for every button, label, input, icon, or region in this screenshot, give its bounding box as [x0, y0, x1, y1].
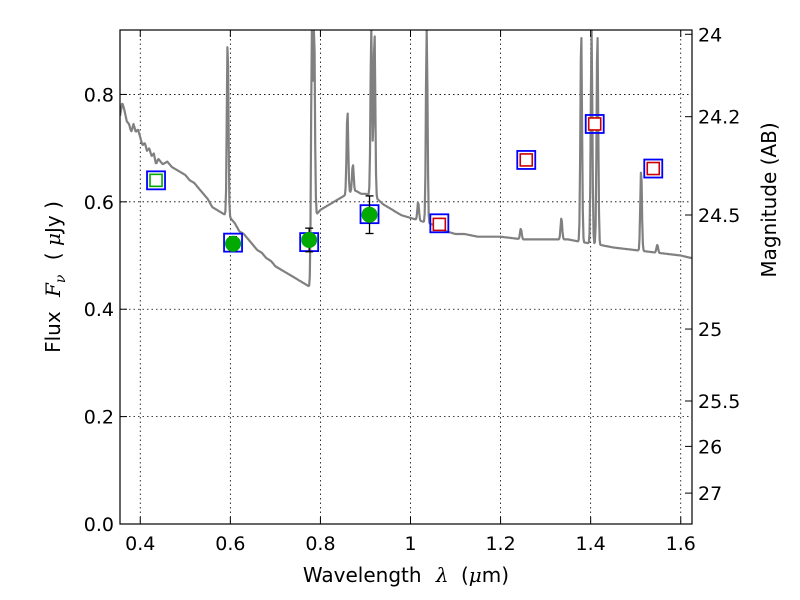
observed-point	[301, 231, 318, 248]
y2-tick-label: 27	[698, 483, 722, 505]
x-tick-label: 1.2	[485, 533, 515, 555]
upper-limit-marker	[646, 161, 661, 176]
observed-point	[361, 206, 378, 223]
y-axis-label-subscript: ν	[53, 274, 69, 283]
model-flux-box	[429, 213, 450, 234]
model-spectrum-line	[120, 30, 692, 288]
upper-limit-marker	[432, 217, 447, 232]
plot-frame	[119, 29, 693, 525]
y-axis-label: Flux Fν ( μJy )	[41, 201, 70, 353]
x-tick-label: 0.8	[305, 533, 335, 555]
upper-limit-marker	[149, 173, 163, 188]
x-tick-label: 1.6	[666, 533, 696, 555]
model-flux-box	[516, 150, 537, 170]
y-tick-label: 0.6	[84, 192, 114, 214]
y-axis-label-symbol: F	[41, 282, 65, 298]
axis-ticks: 0.4 0.6 0.8 1 1.2 1.4 1.6 0.0 0.2 0.4 0.6 0.8 24 24.2…	[84, 24, 741, 555]
x-axis-label-unit-rest: m)	[482, 563, 509, 587]
upper-limit-marker	[519, 153, 534, 167]
x-tick-label: 1	[404, 533, 416, 555]
x-axis-label-unit-open: (	[461, 563, 469, 587]
model-flux-box	[146, 170, 166, 191]
y-axis-label-text: Flux	[41, 311, 65, 353]
y-tick-label: 0.2	[84, 407, 114, 429]
observed-point	[225, 235, 242, 252]
model-spectrum	[120, 30, 692, 288]
model-flux-box	[584, 114, 605, 134]
y-tick-label: 0.0	[84, 514, 114, 536]
x-tick-label: 0.6	[215, 533, 245, 555]
x-axis-label-symbol: λ	[435, 563, 449, 587]
y-tick-label: 0.8	[84, 84, 114, 106]
upper-limit-marker	[587, 117, 602, 131]
y2-axis-label: Magnitude (AB)	[757, 122, 781, 277]
y-axis-label-unit-mu: μ	[41, 233, 65, 246]
y-axis-label-unit-open: (	[41, 246, 65, 260]
x-axis-label-unit-mu: μ	[469, 563, 482, 587]
y-axis-label-unit-rest: Jy )	[41, 201, 65, 235]
x-axis-label: Wavelength λ (μm)	[303, 563, 509, 587]
y-tick-label: 0.4	[84, 299, 114, 321]
x-tick-label: 1.4	[576, 533, 606, 555]
y2-tick-label: 24.5	[698, 205, 740, 227]
y2-tick-label: 26	[698, 436, 722, 458]
x-axis-label-text: Wavelength	[303, 563, 422, 587]
y2-tick-label: 24.2	[698, 107, 740, 129]
photometry-points	[146, 114, 664, 253]
model-flux-box	[643, 158, 664, 179]
y2-tick-label: 25	[698, 319, 722, 341]
x-tick-label: 0.4	[125, 533, 155, 555]
y2-tick-label: 24	[698, 24, 722, 46]
y2-tick-label: 25.5	[698, 391, 740, 413]
